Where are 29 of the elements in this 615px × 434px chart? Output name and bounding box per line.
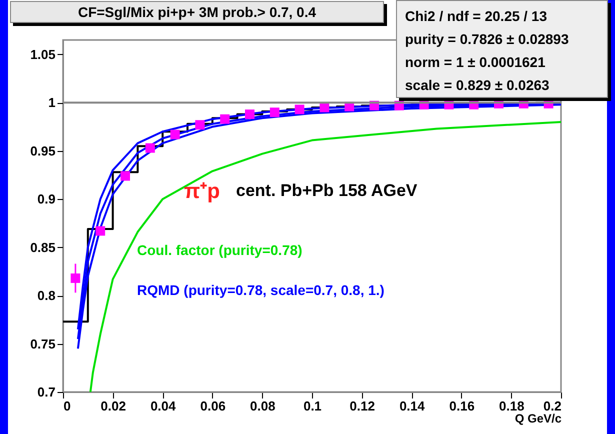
y-tick-label: 0.7 — [37, 384, 56, 400]
x-tick-label: 0.16 — [449, 398, 475, 414]
x-tick-label: 0.02 — [100, 398, 126, 414]
annotation: RQMD (purity=0.78, scale=0.7, 0.8, 1.) — [137, 282, 384, 298]
x-tick-label: 0.1 — [303, 398, 322, 414]
fit-results-box: Chi2 / ndf = 20.25 / 13 purity = 0.7826 ± 0.02893 norm = 1 ± 0.0001621 scale = 0.829 ± 0.0263 — [396, 0, 608, 98]
y-tick-label: 1.05 — [30, 46, 56, 62]
annotation: purity = 0.7826 ± 0.02893 — [405, 30, 570, 49]
y-tick-label: 0.85 — [30, 240, 56, 255]
x-tick-label: 0.06 — [200, 398, 226, 414]
x-tick-label: 0.14 — [399, 398, 426, 414]
y-tick-label: 0.75 — [30, 336, 56, 352]
x-tick-label: 0.12 — [350, 398, 375, 414]
annotation: Coul. factor (purity=0.78) — [137, 242, 302, 258]
chart-title: CF=Sgl/Mix pi+p+ 3M prob.> 0.7, 0.4 — [10, 1, 384, 23]
annotation: π⁺p — [184, 179, 220, 204]
y-tick-label: 0.95 — [30, 143, 56, 158]
x-tick-label: 0.04 — [150, 398, 177, 414]
x-tick-label: 0.18 — [499, 398, 524, 414]
x-tick-label: 0.2 — [543, 398, 562, 414]
annotation: norm = 1 ± 0.0001621 — [405, 53, 546, 72]
annotation: cent. Pb+Pb 158 AGeV — [236, 181, 418, 201]
x-tick-label: 0.08 — [250, 398, 276, 414]
y-tick-label: 1 — [48, 95, 56, 110]
x-axis-title: Q GeV/c — [514, 412, 562, 426]
y-tick-label: 0.8 — [37, 288, 56, 304]
y-tick-label: 0.9 — [37, 192, 56, 207]
annotation: scale = 0.829 ± 0.0263 — [405, 76, 550, 95]
x-tick-label: 0 — [64, 398, 71, 414]
